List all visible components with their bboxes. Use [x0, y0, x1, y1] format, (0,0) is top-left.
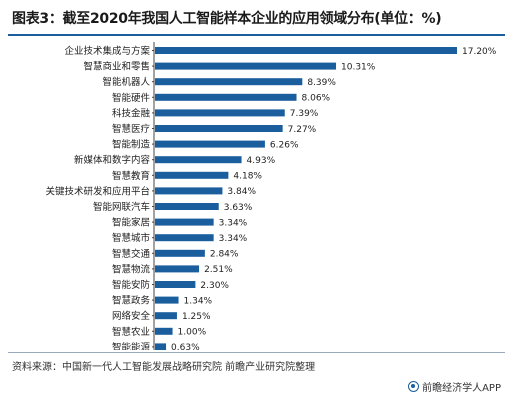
category-label: 新媒体和数字内容 — [74, 154, 151, 166]
bar — [155, 62, 337, 70]
bar — [155, 93, 297, 101]
value-label: 2.51% — [204, 265, 233, 275]
footer-divider — [8, 352, 505, 353]
bar — [155, 296, 179, 304]
bar — [155, 265, 200, 273]
bar — [155, 187, 223, 195]
bar — [155, 171, 229, 179]
bar — [155, 125, 283, 132]
value-label: 0.63% — [171, 343, 200, 350]
category-label: 智慧城市 — [112, 232, 151, 244]
value-label: 3.84% — [227, 187, 256, 197]
value-label: 2.84% — [210, 250, 239, 260]
value-label: 6.26% — [270, 140, 299, 150]
category-label: 智慧物流 — [112, 263, 151, 275]
bar — [155, 312, 177, 320]
category-label: 智能家居 — [112, 217, 150, 229]
category-label: 智能安防 — [112, 279, 151, 291]
brand-name: 前瞻经济学人APP — [422, 383, 501, 394]
bar — [155, 156, 242, 164]
chart-title: 图表3：截至2020年我国人工智能样本企业的应用领域分布(单位：%) — [12, 11, 442, 27]
value-label: 3.63% — [224, 203, 253, 213]
category-label: 智慧交通 — [112, 248, 151, 260]
value-label: 17.20% — [462, 47, 497, 57]
category-label: 智能制造 — [112, 139, 151, 151]
bar — [155, 249, 205, 257]
bar-chart: 企业技术集成与方案 17.20% 智慧商业和零售 10.31% 智能机器人 8.39% 智能… — [45, 42, 497, 350]
bar — [155, 218, 214, 226]
bar — [155, 78, 303, 86]
category-label: 智慧农业 — [112, 326, 150, 338]
category-label: 企业技术集成与方案 — [64, 45, 150, 57]
bar — [155, 140, 265, 148]
category-label: 智慧政务 — [112, 295, 151, 307]
bar — [155, 203, 219, 210]
bar — [155, 327, 173, 335]
brand-logo-icon — [408, 381, 420, 392]
value-label: 3.34% — [219, 234, 248, 244]
value-label: 8.39% — [307, 78, 336, 88]
bar — [155, 47, 457, 54]
value-label: 4.18% — [233, 172, 262, 182]
brand-footer: 前瞻经济学人APP — [408, 379, 501, 394]
category-label: 智能机器人 — [102, 76, 150, 88]
value-label: 10.31% — [341, 62, 376, 72]
category-label: 智慧教育 — [112, 170, 150, 182]
category-label: 关键技术研发和应用平台 — [45, 185, 150, 197]
category-label: 智慧医疗 — [112, 123, 151, 135]
category-label: 智能能源 — [112, 341, 151, 350]
category-label: 智能网联汽车 — [93, 201, 150, 213]
value-label: 1.00% — [178, 328, 207, 338]
bar — [155, 281, 196, 288]
category-label: 科技金融 — [112, 107, 151, 119]
value-label: 3.34% — [219, 218, 248, 228]
category-label: 智慧商业和零售 — [83, 61, 150, 73]
title-divider — [8, 34, 505, 36]
value-label: 7.39% — [290, 109, 319, 119]
category-label: 智能硬件 — [112, 92, 151, 104]
value-label: 7.27% — [288, 125, 317, 135]
category-label: 网络安全 — [112, 310, 151, 322]
value-label: 4.93% — [247, 156, 276, 166]
bar — [155, 343, 167, 350]
value-label: 1.25% — [182, 312, 211, 322]
bar — [155, 109, 285, 117]
value-label: 2.30% — [200, 281, 229, 291]
source-note: 资料来源：中国新一代人工智能发展战略研究院 前瞻产业研究院整理 — [12, 362, 316, 373]
value-label: 1.34% — [184, 296, 213, 306]
bar — [155, 234, 214, 242]
value-label: 8.06% — [302, 94, 331, 104]
